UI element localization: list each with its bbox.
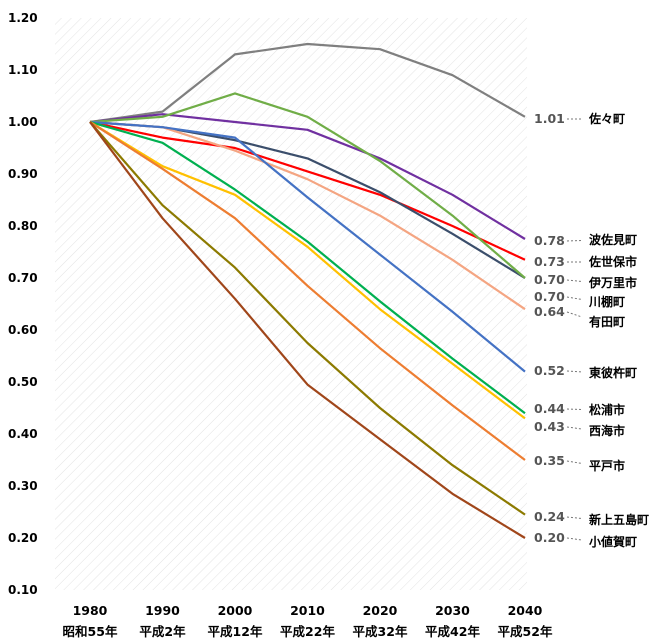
series-end-value: 0.70 (534, 272, 565, 287)
series-end-value: 0.52 (534, 363, 565, 378)
series-end-value: 0.78 (534, 233, 565, 248)
series-line-10 (89, 121, 526, 461)
leader-line (566, 537, 583, 541)
series-name-label: 東彼杵町 (589, 365, 637, 380)
x-era-label: 昭和55年 (63, 624, 118, 639)
series-name-label: 川棚町 (588, 294, 625, 309)
x-tick-label: 2020 (363, 603, 398, 618)
leader-line (566, 296, 583, 300)
series-end-labels: 1.01 佐々町 0.78 波佐見町 0.73 佐世保市 0.70 伊万里市 0.70 川棚町 0.… (534, 111, 649, 549)
series-name-label: 松浦市 (589, 402, 625, 417)
y-tick-label: 0.10 (8, 583, 38, 597)
x-era-label: 平成12年 (208, 624, 263, 639)
x-tick-label: 2040 (508, 603, 543, 618)
series-end-value: 0.73 (534, 254, 565, 269)
y-tick-label: 0.20 (8, 531, 38, 545)
y-tick-label: 1.10 (8, 63, 38, 77)
series-line-2 (89, 113, 526, 240)
series-name-label: 佐々町 (588, 111, 625, 126)
leader-line (566, 516, 583, 519)
series-line-9 (89, 121, 526, 420)
series-end-value: 0.20 (534, 530, 565, 545)
y-tick-label: 0.70 (8, 271, 38, 285)
x-axis: 1980 昭和55年 1990 平成2年 2000 平成12年 2010 平成22年 2020 平… (63, 603, 553, 639)
y-tick-label: 0.40 (8, 427, 38, 441)
series-end-value: 0.70 (534, 289, 565, 304)
x-tick-label: 2030 (435, 603, 470, 618)
x-era-label: 平成42年 (425, 624, 480, 639)
series-end-value: 0.24 (534, 509, 565, 524)
series-end-value: 1.01 (534, 111, 565, 126)
x-era-label: 平成22年 (280, 624, 335, 639)
series-end-value: 0.64 (534, 304, 565, 319)
series-line-1 (89, 42, 526, 124)
series-line-5 (89, 92, 526, 279)
y-tick-label: 1.20 (8, 11, 38, 25)
series-name-label: 伊万里市 (588, 275, 637, 290)
leader-line (566, 311, 583, 318)
x-era-label: 平成2年 (139, 624, 186, 639)
y-tick-label: 0.60 (8, 323, 38, 337)
series-name-label: 小値賀町 (589, 534, 637, 549)
y-axis: 0.10 0.20 0.30 0.40 0.50 0.60 0.70 0.80 0.90 1.00… (8, 11, 38, 597)
y-tick-label: 1.00 (8, 115, 38, 129)
series-name-label: 波佐見町 (589, 232, 637, 247)
series-end-value: 0.43 (534, 419, 565, 434)
series-name-label: 平戸市 (589, 458, 625, 473)
series-name-label: 佐世保市 (588, 254, 637, 269)
y-tick-label: 0.80 (8, 219, 38, 233)
plot-area (55, 18, 527, 590)
series-name-label: 新上五島町 (589, 512, 649, 527)
series-name-label: 有田町 (589, 314, 625, 329)
leader-line (566, 408, 583, 410)
y-tick-label: 0.50 (8, 375, 38, 389)
series-line-8 (89, 120, 526, 415)
x-era-label: 平成52年 (498, 624, 553, 639)
x-era-label: 平成32年 (353, 624, 408, 639)
series-lines (89, 42, 526, 539)
series-line-12 (89, 121, 526, 539)
leader-line (566, 370, 583, 373)
leader-line (566, 279, 583, 282)
y-tick-label: 0.90 (8, 167, 38, 181)
leader-line (566, 240, 583, 242)
series-line-7 (89, 120, 526, 373)
series-end-value: 0.44 (534, 401, 565, 416)
series-line-3 (89, 120, 526, 261)
x-tick-label: 2000 (218, 603, 253, 618)
x-tick-label: 1980 (73, 603, 108, 618)
leader-line (566, 460, 583, 464)
y-tick-label: 0.30 (8, 479, 38, 493)
series-name-label: 西海市 (589, 423, 625, 438)
x-tick-label: 1990 (145, 603, 180, 618)
series-end-value: 0.35 (534, 453, 565, 468)
series-line-11 (89, 121, 526, 516)
x-tick-label: 2010 (290, 603, 325, 618)
leader-line (566, 426, 583, 430)
